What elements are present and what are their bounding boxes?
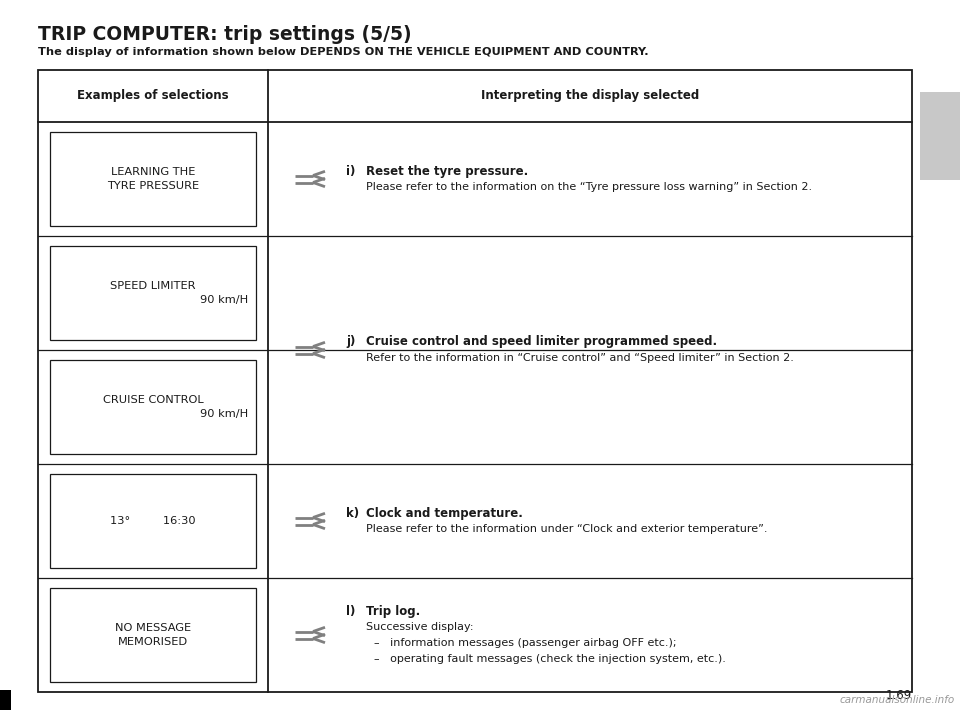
Text: CRUISE CONTROL: CRUISE CONTROL xyxy=(103,395,204,405)
Text: 90 km/H: 90 km/H xyxy=(200,295,248,305)
Bar xyxy=(50,474,256,568)
Text: –   information messages (passenger airbag OFF etc.);: – information messages (passenger airbag… xyxy=(374,638,677,648)
Text: Please refer to the information under “Clock and exterior temperature”.: Please refer to the information under “C… xyxy=(366,524,767,534)
Text: Refer to the information in “Cruise control” and “Speed limiter” in Section 2.: Refer to the information in “Cruise cont… xyxy=(366,353,794,363)
Text: k): k) xyxy=(346,506,359,520)
Text: TRIP COMPUTER: trip settings (5/5): TRIP COMPUTER: trip settings (5/5) xyxy=(38,25,412,44)
Text: NO MESSAGE: NO MESSAGE xyxy=(115,623,191,633)
Bar xyxy=(50,360,256,454)
Text: Interpreting the display selected: Interpreting the display selected xyxy=(481,89,699,102)
Bar xyxy=(50,132,256,226)
Text: 1.69: 1.69 xyxy=(886,689,912,702)
Text: l): l) xyxy=(346,604,355,618)
Text: Please refer to the information on the “Tyre pressure loss warning” in Section 2: Please refer to the information on the “… xyxy=(366,182,812,192)
Text: TYRE PRESSURE: TYRE PRESSURE xyxy=(107,181,199,191)
Text: Successive display:: Successive display: xyxy=(366,622,473,632)
Text: –   operating fault messages (check the injection system, etc.).: – operating fault messages (check the in… xyxy=(374,654,726,664)
Bar xyxy=(0,690,11,710)
Bar xyxy=(38,70,912,692)
Text: Reset the tyre pressure.: Reset the tyre pressure. xyxy=(366,165,528,178)
Text: Cruise control and speed limiter programmed speed.: Cruise control and speed limiter program… xyxy=(366,336,717,349)
Text: The display of information shown below DEPENDS ON THE VEHICLE EQUIPMENT AND COUN: The display of information shown below D… xyxy=(38,47,649,57)
Bar xyxy=(50,588,256,682)
Text: Examples of selections: Examples of selections xyxy=(77,89,228,102)
Text: MEMORISED: MEMORISED xyxy=(118,637,188,647)
Text: LEARNING THE: LEARNING THE xyxy=(110,167,195,177)
Text: j): j) xyxy=(346,336,355,349)
Text: i): i) xyxy=(346,165,355,178)
Text: Clock and temperature.: Clock and temperature. xyxy=(366,506,523,520)
Bar xyxy=(50,246,256,340)
Text: Trip log.: Trip log. xyxy=(366,604,420,618)
Bar xyxy=(920,92,960,180)
Text: 90 km/H: 90 km/H xyxy=(200,409,248,419)
Text: carmanualsonline.info: carmanualsonline.info xyxy=(840,695,955,705)
Text: 13°         16:30: 13° 16:30 xyxy=(110,516,196,526)
Text: SPEED LIMITER: SPEED LIMITER xyxy=(110,281,196,291)
